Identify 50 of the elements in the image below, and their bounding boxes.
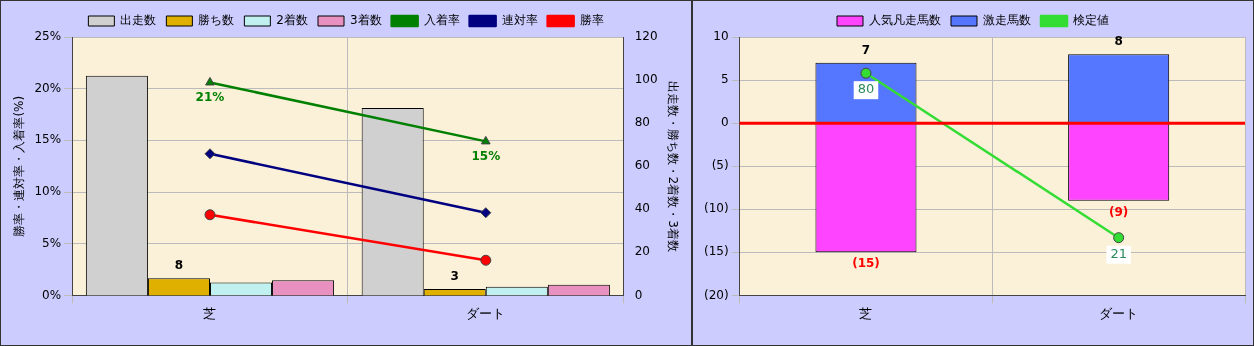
y2-tick-label: 80 [634, 115, 650, 130]
data-label: 21% [195, 89, 225, 104]
y-tick-label: 10 [713, 29, 729, 44]
y2-tick-label: 40 [634, 201, 650, 216]
y-tick-label: 5% [42, 235, 62, 250]
legend-label: 勝ち数 [198, 13, 235, 28]
data-label: 7 [861, 42, 871, 57]
legend-label: 3着数 [350, 13, 382, 28]
x-tick-label: ダート [1099, 305, 1139, 321]
y2-axis-title: 出走数・勝ち数・2着数・3着数 [665, 80, 680, 252]
x-tick-label: 芝 [203, 305, 217, 321]
data-label: 8 [174, 258, 184, 273]
point [204, 148, 216, 160]
data-label: 3 [450, 269, 459, 284]
y-tick-label: 5 [720, 72, 729, 87]
data-label: (15) [852, 256, 880, 271]
legend-label: 勝率 [579, 13, 604, 28]
legend-label: 激走馬数 [983, 13, 1031, 28]
y2-tick-label: 60 [634, 158, 650, 173]
legend-label: 出走数 [120, 13, 157, 28]
legend-label: 人気凡走馬数 [869, 13, 941, 28]
legend-label: 入着率 [423, 13, 460, 28]
y-tick-label: 20% [34, 80, 62, 95]
y2-tick-label: 0 [634, 287, 643, 302]
x-tick-label: 芝 [859, 305, 873, 321]
y-tick-label: 0 [720, 115, 729, 130]
y-axis-title: 勝率・連対率・入着率(%) [12, 95, 27, 237]
x-tick-label: ダート [466, 305, 506, 321]
y-tick-label: 10% [34, 184, 62, 199]
annotation: 21 [1110, 245, 1127, 261]
y-tick-label: 15% [34, 132, 62, 147]
data-label: (9) [1108, 204, 1129, 219]
y-tick-label: (20) [703, 287, 729, 302]
y2-tick-label: 100 [634, 72, 658, 87]
point [480, 254, 492, 266]
y2-tick-label: 120 [634, 29, 658, 44]
y-tick-label: 25% [34, 29, 62, 44]
legend-label: 2着数 [276, 13, 309, 28]
y-tick-label: (5) [711, 158, 729, 173]
y2-tick-label: 20 [634, 244, 650, 259]
point [204, 209, 216, 221]
y-tick-label: (15) [703, 244, 729, 259]
point [480, 207, 492, 219]
data-label: 8 [1114, 34, 1123, 49]
legend-label: 連対率 [501, 13, 538, 28]
y-tick-label: (10) [703, 201, 729, 216]
legend-label: 検定値 [1073, 13, 1109, 28]
annotation: 80 [857, 81, 875, 97]
y-tick-label: 0% [42, 287, 62, 302]
data-label: 15% [471, 148, 501, 163]
